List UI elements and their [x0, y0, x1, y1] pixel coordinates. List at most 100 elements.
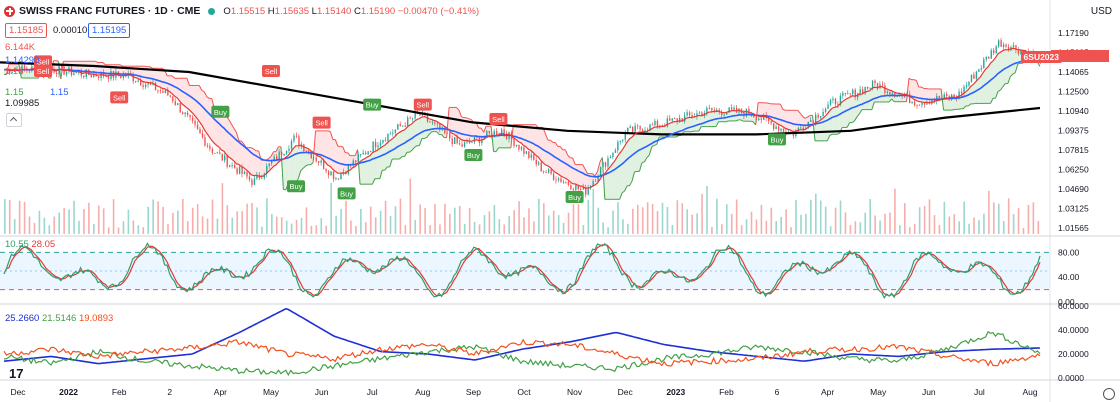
candle-body	[911, 101, 913, 104]
signal-box	[211, 105, 230, 118]
candle-body	[201, 133, 204, 138]
candle-body	[122, 74, 125, 78]
signal-label: Buy	[214, 108, 227, 117]
candle-body	[837, 104, 839, 106]
candle-body	[362, 152, 364, 155]
trend-fill	[337, 146, 341, 174]
volume-bar	[785, 209, 787, 234]
trend-fill	[454, 107, 457, 137]
trend-fill	[226, 115, 230, 158]
candle-body	[80, 71, 83, 76]
candle-body	[335, 178, 337, 180]
signal-label: Sell	[417, 101, 430, 110]
candle-body	[206, 145, 209, 147]
volume-bar	[646, 202, 649, 234]
volume-bar	[706, 185, 708, 234]
stop-segment	[456, 107, 460, 111]
trend-fill	[758, 102, 761, 117]
volume-bar	[211, 199, 214, 234]
trend-fill	[1005, 49, 1008, 84]
candle-body	[763, 115, 765, 120]
trend-fill	[540, 127, 544, 163]
trend-fill	[159, 68, 163, 89]
volume-bar	[755, 219, 758, 234]
trend-fill	[861, 92, 865, 110]
candle-body	[132, 75, 134, 82]
symbol-title[interactable]: SWISS FRANC FUTURES · 1D · CME	[19, 5, 201, 17]
stop-segment	[490, 126, 495, 152]
dmi-tick-label: 0.0000	[1058, 373, 1084, 383]
stop-segment	[621, 190, 625, 194]
candle-body	[387, 133, 389, 141]
volume-bar	[493, 205, 496, 234]
stop-segment	[554, 142, 559, 147]
trend-fill	[4, 69, 7, 75]
stop-segment	[564, 149, 569, 156]
candle-body	[204, 137, 206, 146]
volume-bar	[632, 208, 634, 234]
volume-bar	[735, 199, 738, 234]
candle-body	[518, 144, 520, 150]
buy-signal: Buy	[565, 191, 584, 203]
time-tick-label: Apr	[821, 387, 834, 397]
volume-bar	[300, 217, 303, 234]
trend-fill	[251, 147, 254, 176]
volume-bar	[834, 207, 837, 234]
volume-bars	[4, 178, 1040, 234]
volume-bar	[725, 204, 728, 234]
dmi-minus-value: 19.0893	[78, 313, 114, 324]
stop-segment	[327, 130, 331, 132]
candle-body	[896, 96, 898, 97]
stop-segment	[203, 91, 208, 97]
volume-bar	[1007, 198, 1010, 234]
candle-body	[594, 180, 597, 182]
collapse-legend-button[interactable]	[6, 113, 22, 127]
time-tick-label: Aug	[415, 387, 430, 397]
volume-bar	[997, 203, 1000, 234]
volume-bar	[716, 198, 718, 234]
trend-fill	[295, 145, 299, 183]
candle-body	[881, 84, 884, 86]
volume-bar	[844, 212, 847, 234]
volume-bar	[206, 218, 209, 234]
stop-segment	[371, 178, 376, 185]
candle-body	[557, 178, 560, 181]
trend-fill	[189, 85, 192, 113]
candle-body	[728, 107, 730, 113]
stop-segment	[461, 116, 465, 119]
volume-bar	[275, 216, 278, 234]
candle-body	[389, 133, 392, 135]
volume-bar	[923, 205, 926, 234]
volume-bar	[458, 206, 461, 234]
sell-price-button[interactable]: 1.15185	[5, 23, 48, 38]
stop-segment	[962, 105, 967, 110]
stop-segment	[691, 130, 694, 133]
volume-bar	[918, 207, 921, 234]
trend-fill	[201, 90, 205, 130]
candle-body	[629, 126, 631, 128]
trend-fill	[325, 130, 328, 166]
candle-body	[243, 171, 246, 175]
trend-fill	[369, 152, 373, 185]
stop-segment	[629, 180, 633, 186]
stop-segment	[418, 138, 423, 146]
buy-price-button[interactable]: 1.15195	[88, 23, 131, 38]
candle-body	[449, 132, 451, 139]
candle-body	[634, 125, 636, 132]
trend-fill	[1015, 48, 1018, 73]
volume-bar	[53, 216, 56, 234]
currency-selector[interactable]: USD	[1090, 6, 1112, 17]
candle-body	[167, 90, 169, 96]
time-tick-label: Apr	[214, 387, 227, 397]
candle-body	[107, 76, 110, 80]
signal-label: Buy	[290, 182, 303, 191]
trend-fill	[837, 104, 840, 135]
stop-segment	[149, 66, 153, 69]
settings-gear-icon[interactable]	[1103, 388, 1115, 400]
candle-body	[135, 81, 137, 82]
stop-segment	[436, 131, 440, 135]
candle-body	[463, 142, 466, 147]
candle-body	[550, 169, 552, 174]
stop-segment	[95, 60, 99, 63]
